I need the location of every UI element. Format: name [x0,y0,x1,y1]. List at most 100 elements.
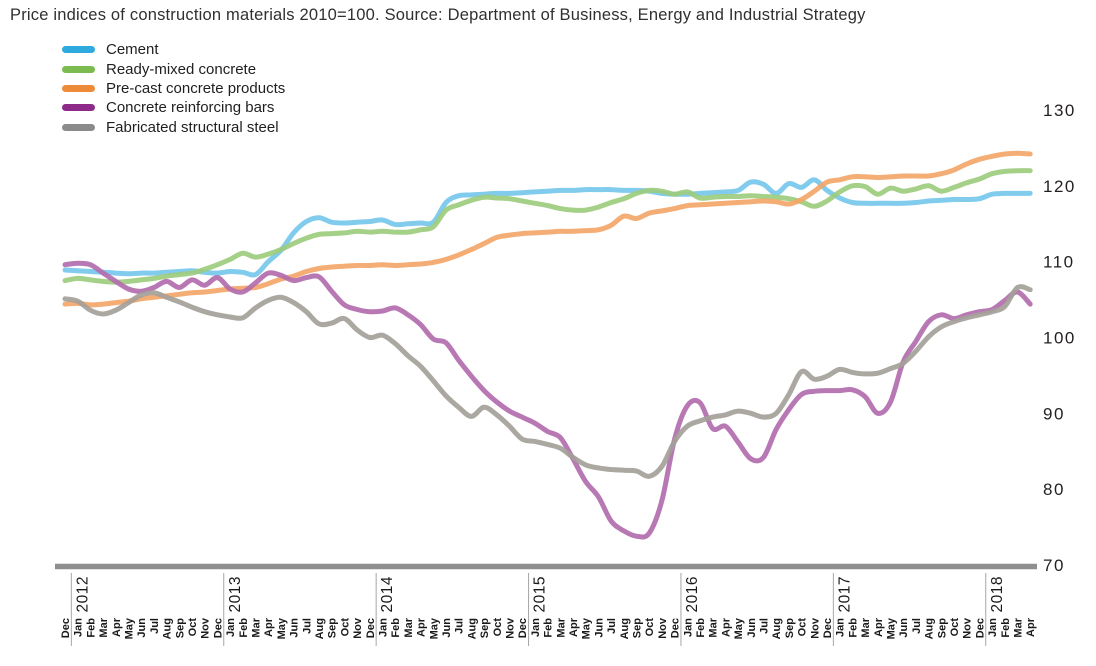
x-year-label: 2013 [227,576,244,612]
x-tick-label: Nov [809,617,821,639]
x-tick-label: Mar [403,617,415,637]
x-tick-label: Jul [454,618,466,634]
x-tick-label: Apr [873,617,885,637]
x-year-label: 2017 [836,576,853,612]
series-line-concrete-reinforcing-bars [62,260,1033,540]
legend-item-cement: Cement [62,40,285,59]
x-tick-label: Aug [466,618,478,639]
legend-label: Pre-cast concrete products [106,79,286,97]
y-tick-label: 130 [1043,101,1076,120]
x-tick-label: Jun [289,618,301,638]
x-tick-label: Feb [543,618,555,638]
x-year-label: 2016 [684,576,701,612]
legend-label: Cement [106,41,159,59]
legend-item-ready-mixed-concrete: Ready-mixed concrete [62,59,285,78]
legend-swatch [62,46,95,54]
x-tick-label: May [886,617,898,639]
x-tick-label: Dec [517,618,529,638]
x-tick-label: Oct [949,618,961,637]
x-tick-label: Jan [835,618,847,637]
x-tick-label: Nov [657,617,669,639]
x-tick-label: Aug [314,618,326,639]
legend-label: Concrete reinforcing bars [106,99,275,117]
series-line-cement [62,177,1033,278]
x-tick-label: May [124,617,136,639]
legend-item-pre-cast-concrete-products: Pre-cast concrete products [62,79,285,98]
x-tick-label: Apr [263,617,275,637]
x-tick-label: Dec [670,618,682,638]
legend-label: Fabricated structural steel [106,118,279,136]
x-tick-label: May [733,617,745,639]
legend-item-fabricated-structural-steel: Fabricated structural steel [62,118,285,137]
series-line-pre-cast-concrete-products [62,150,1033,308]
x-tick-label: Apr [568,617,580,637]
x-tick-label: Feb [847,618,859,638]
x-tick-label: Oct [492,618,504,637]
x-tick-label: Mar [251,617,263,637]
legend-swatch [62,84,95,92]
legend-item-concrete-reinforcing-bars: Concrete reinforcing bars [62,98,285,117]
legend-swatch [62,123,95,131]
x-tick-label: Jan [987,618,999,637]
x-tick-label: Mar [98,617,110,637]
x-tick-label: Apr [111,617,123,637]
legend-label: Ready-mixed concrete [106,60,257,78]
x-tick-label: May [428,617,440,639]
x-tick-label: Mar [860,617,872,637]
x-tick-label: Dec [822,618,834,638]
legend-swatch [62,65,95,73]
x-tick-label: Dec [60,618,72,638]
y-tick-label: 90 [1043,404,1065,423]
x-tick-label: Feb [1000,618,1012,638]
x-tick-label: Oct [187,618,199,637]
x-tick-label: Feb [85,618,97,638]
x-tick-label: Jun [136,618,148,638]
x-tick-label: May [276,617,288,639]
x-tick-label: Dec [974,618,986,638]
x-tick-label: Sep [936,618,948,638]
x-tick-label: Jul [759,618,771,634]
x-tick-label: Nov [352,617,364,639]
x-tick-label: Jan [225,618,237,637]
series-line-ready-mixed-concrete [62,168,1033,285]
y-tick-label: 110 [1043,253,1075,272]
x-tick-label: Oct [797,618,809,637]
x-tick-label: May [581,617,593,639]
x-tick-label: Jul [149,618,161,634]
y-tick-label: 80 [1043,480,1065,499]
x-tick-label: Aug [619,618,631,639]
x-tick-label: Oct [339,618,351,637]
x-tick-label: Jan [73,618,85,637]
legend: Cement Ready-mixed concrete Pre-cast concr… [62,40,285,137]
x-tick-label: Sep [327,618,339,638]
x-year-label: 2015 [532,576,549,612]
x-tick-label: Dec [365,618,377,638]
legend-swatch [62,104,95,112]
x-tick-label: Dec [212,618,224,638]
x-tick-label: Mar [1013,617,1025,637]
x-tick-label: Jan [378,618,390,637]
x-tick-label: Jul [301,618,313,634]
x-tick-label: Feb [695,618,707,638]
x-tick-label: Jul [911,618,923,634]
x-tick-label: Apr [1025,617,1037,637]
x-tick-label: Mar [555,617,567,637]
x-tick-label: Aug [924,618,936,639]
x-tick-label: Apr [416,617,428,637]
x-tick-label: Jun [593,618,605,638]
x-tick-label: Jan [682,618,694,637]
x-year-label: 2012 [74,576,91,612]
x-tick-label: Sep [632,618,644,638]
x-tick-label: Nov [962,617,974,639]
x-tick-label: Apr [720,617,732,637]
x-tick-label: Jun [746,618,758,638]
x-tick-label: Jul [606,618,618,634]
x-tick-label: Jun [441,618,453,638]
x-tick-label: Feb [238,618,250,638]
x-tick-label: Nov [200,617,212,639]
y-tick-label: 120 [1043,177,1076,196]
x-tick-label: Jun [898,618,910,638]
chart-title: Price indices of construction materials … [10,6,866,24]
x-tick-label: Aug [162,618,174,639]
